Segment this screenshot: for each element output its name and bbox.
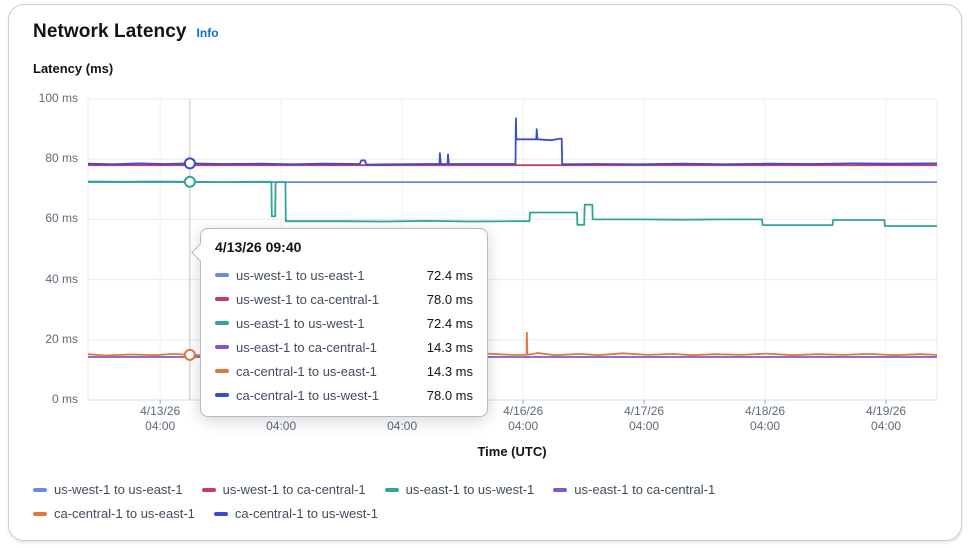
y-tick-label: 0 ms (51, 392, 78, 406)
legend-label: us-west-1 to us-east-1 (54, 482, 183, 497)
tooltip-row: us-east-1 to us-west-1 72.4 ms (215, 311, 473, 335)
tooltip-series-name: us-west-1 to us-east-1 (236, 267, 365, 283)
tooltip-series-value: 14.3 ms (426, 339, 473, 355)
x-tick-label: 4/18/26 04:00 (745, 404, 786, 433)
legend-item-ca-central-1-to-us-east-1[interactable]: ca-central-1 to us-east-1 (33, 503, 195, 524)
tooltip-timestamp: 4/13/26 09:40 (215, 239, 302, 255)
legend-label: ca-central-1 to us-west-1 (234, 506, 378, 521)
series-swatch (215, 369, 229, 373)
hover-marker (183, 348, 196, 361)
series-swatch (215, 393, 229, 397)
hover-marker (183, 175, 196, 188)
tooltip-series-value: 78.0 ms (426, 387, 473, 403)
page-title: Network Latency (33, 21, 187, 42)
legend-label: us-east-1 to ca-central-1 (574, 482, 716, 497)
x-tick-label: 4/17/26 04:00 (624, 404, 665, 433)
legend-swatch (201, 487, 216, 492)
x-tick-label: 4/16/26 04:00 (503, 404, 544, 433)
series-swatch (215, 273, 229, 277)
tooltip-series-value: 72.4 ms (426, 315, 473, 331)
tooltip-row: us-east-1 to ca-central-1 14.3 ms (215, 335, 473, 359)
legend-swatch (33, 487, 47, 492)
legend-item-us-west-1-to-us-east-1[interactable]: us-west-1 to us-east-1 (33, 479, 183, 500)
series-line-us-east-1-to-us-west-1 (87, 180, 937, 227)
legend-swatch (213, 511, 228, 516)
tooltip-row: us-west-1 to ca-central-1 78.0 ms (215, 287, 473, 311)
y-tick-label: 20 ms (45, 331, 78, 346)
legend-swatch (384, 487, 399, 492)
x-tick-label: 4/13/26 04:00 (140, 404, 181, 433)
y-tick-label: 40 ms (45, 271, 78, 286)
tooltip-series-name: us-west-1 to ca-central-1 (236, 291, 380, 307)
x-axis-title: Time (UTC) (477, 444, 547, 459)
legend-item-ca-central-1-to-us-west-1[interactable]: ca-central-1 to us-west-1 (213, 503, 378, 524)
legend-item-us-west-1-to-ca-central-1[interactable]: us-west-1 to ca-central-1 (201, 479, 366, 500)
tooltip-series-name: us-east-1 to ca-central-1 (236, 339, 377, 355)
chart-legend: us-west-1 to us-east-1 us-west-1 to ca-ce… (33, 479, 823, 524)
tooltip-row: ca-central-1 to us-east-1 14.3 ms (215, 359, 473, 383)
y-axis-title: Latency (ms) (33, 61, 114, 76)
info-link[interactable]: Info (196, 26, 219, 40)
legend-label: us-east-1 to us-west-1 (405, 482, 535, 497)
y-tick-label: 60 ms (45, 211, 78, 226)
legend-item-us-east-1-to-ca-central-1[interactable]: us-east-1 to ca-central-1 (553, 479, 715, 500)
legend-label: us-west-1 to ca-central-1 (222, 482, 366, 497)
widget-header: Network Latency Info (33, 21, 219, 43)
tooltip-series-value: 78.0 ms (426, 291, 473, 307)
tooltip-series-value: 14.3 ms (426, 363, 473, 379)
legend-swatch (553, 487, 568, 492)
series-swatch (215, 321, 229, 325)
y-tick-label: 80 ms (45, 151, 78, 166)
tooltip-row: ca-central-1 to us-west-1 78.0 ms (215, 383, 473, 407)
tooltip-series-name: us-east-1 to us-west-1 (236, 315, 365, 331)
hover-marker (183, 157, 196, 170)
tooltip-series-name: ca-central-1 to us-east-1 (236, 363, 377, 379)
tooltip-series-value: 72.4 ms (426, 267, 473, 283)
legend-swatch (33, 511, 47, 516)
legend-item-us-east-1-to-us-west-1[interactable]: us-east-1 to us-west-1 (384, 479, 535, 500)
series-swatch (215, 345, 229, 349)
hover-tooltip: 4/13/26 09:40 us-west-1 to us-east-1 72.4… (191, 228, 488, 417)
tooltip-row: us-west-1 to us-east-1 72.4 ms (215, 263, 473, 287)
legend-label: ca-central-1 to us-east-1 (54, 506, 195, 521)
series-swatch (215, 297, 229, 301)
tooltip-series-name: ca-central-1 to us-west-1 (236, 387, 380, 403)
series-line-ca-central-1-to-us-west-1 (87, 117, 938, 166)
y-tick-label: 100 ms (38, 91, 78, 105)
x-tick-label: 4/19/26 04:00 (866, 404, 907, 433)
